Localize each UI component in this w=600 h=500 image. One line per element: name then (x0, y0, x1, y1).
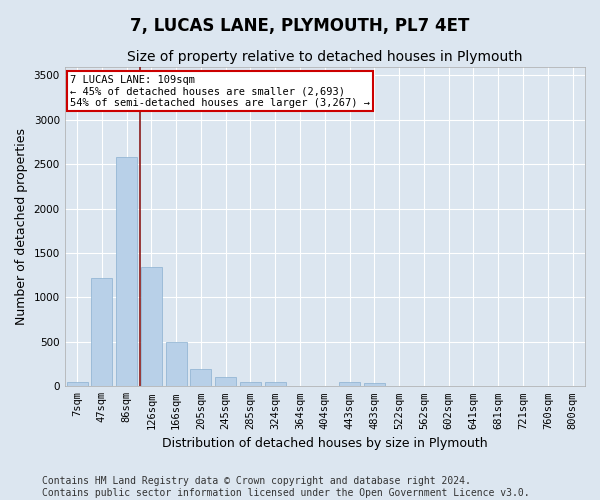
Bar (116, 157, 137, 386)
Title: Size of property relative to detached houses in Plymouth: Size of property relative to detached ho… (127, 50, 523, 64)
Bar (265, 382, 286, 386)
Bar (67, 382, 88, 386)
X-axis label: Distribution of detached houses by size in Plymouth: Distribution of detached houses by size … (162, 437, 488, 450)
Bar (91, 278, 112, 386)
Y-axis label: Number of detached properties: Number of detached properties (15, 128, 28, 325)
Bar (141, 268, 162, 386)
Bar (190, 369, 211, 386)
Text: 7, LUCAS LANE, PLYMOUTH, PL7 4ET: 7, LUCAS LANE, PLYMOUTH, PL7 4ET (130, 18, 470, 36)
Text: 7 LUCAS LANE: 109sqm
← 45% of detached houses are smaller (2,693)
54% of semi-de: 7 LUCAS LANE: 109sqm ← 45% of detached h… (70, 74, 370, 108)
Bar (364, 383, 385, 386)
Bar (166, 342, 187, 386)
Text: Contains HM Land Registry data © Crown copyright and database right 2024.
Contai: Contains HM Land Registry data © Crown c… (42, 476, 530, 498)
Bar (240, 382, 261, 386)
Bar (339, 382, 360, 386)
Bar (215, 376, 236, 386)
